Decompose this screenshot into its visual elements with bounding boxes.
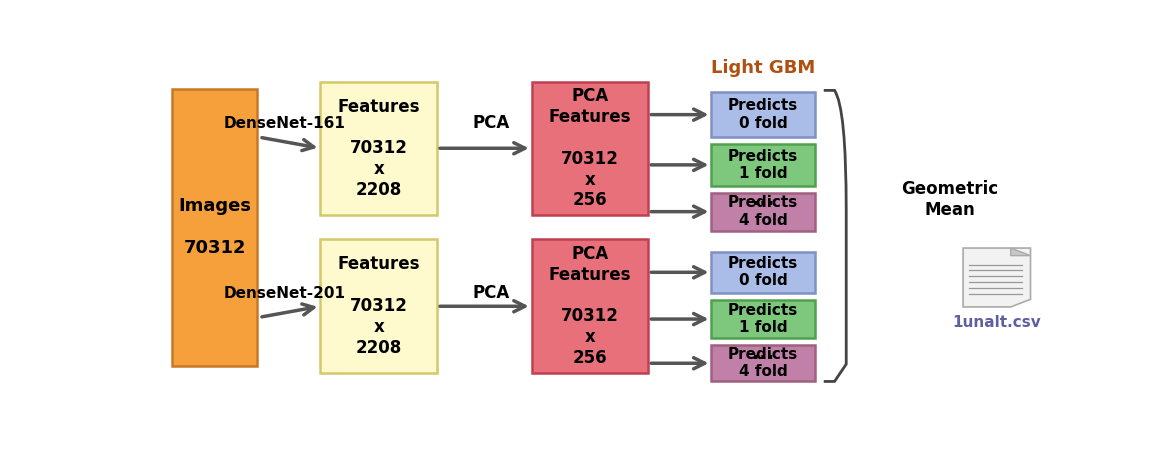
FancyBboxPatch shape: [172, 89, 258, 366]
Text: Images

70312: Images 70312: [179, 198, 252, 257]
FancyBboxPatch shape: [711, 193, 814, 231]
FancyBboxPatch shape: [711, 300, 814, 338]
FancyBboxPatch shape: [711, 92, 814, 137]
Text: 1unalt.csv: 1unalt.csv: [952, 315, 1042, 330]
Text: Light GBM: Light GBM: [711, 59, 815, 77]
FancyBboxPatch shape: [711, 252, 814, 293]
Text: PCA
Features

70312
x
256: PCA Features 70312 x 256: [549, 87, 631, 209]
Text: Predicts
4 fold: Predicts 4 fold: [728, 347, 798, 379]
Text: Predicts
4 fold: Predicts 4 fold: [728, 195, 798, 228]
FancyBboxPatch shape: [531, 82, 648, 215]
Text: PCA: PCA: [472, 114, 509, 132]
Text: Features

70312
x
2208: Features 70312 x 2208: [338, 256, 420, 357]
Text: Predicts
1 fold: Predicts 1 fold: [728, 303, 798, 335]
Text: ...: ...: [753, 344, 775, 363]
Text: PCA: PCA: [472, 284, 509, 302]
Text: Geometric
Mean: Geometric Mean: [901, 180, 998, 219]
FancyBboxPatch shape: [320, 239, 437, 373]
PathPatch shape: [1010, 248, 1030, 256]
Text: DenseNet-161: DenseNet-161: [224, 116, 346, 131]
Text: ...: ...: [753, 190, 775, 209]
FancyBboxPatch shape: [320, 82, 437, 215]
FancyBboxPatch shape: [531, 239, 648, 373]
Text: PCA
Features

70312
x
256: PCA Features 70312 x 256: [549, 245, 631, 367]
Text: Features

70312
x
2208: Features 70312 x 2208: [338, 98, 420, 199]
Text: Predicts
1 fold: Predicts 1 fold: [728, 148, 798, 181]
Text: Predicts
0 fold: Predicts 0 fold: [728, 99, 798, 131]
Text: Predicts
0 fold: Predicts 0 fold: [728, 256, 798, 288]
PathPatch shape: [963, 248, 1030, 307]
FancyBboxPatch shape: [711, 345, 814, 382]
FancyBboxPatch shape: [711, 144, 814, 186]
Text: DenseNet-201: DenseNet-201: [224, 286, 346, 301]
